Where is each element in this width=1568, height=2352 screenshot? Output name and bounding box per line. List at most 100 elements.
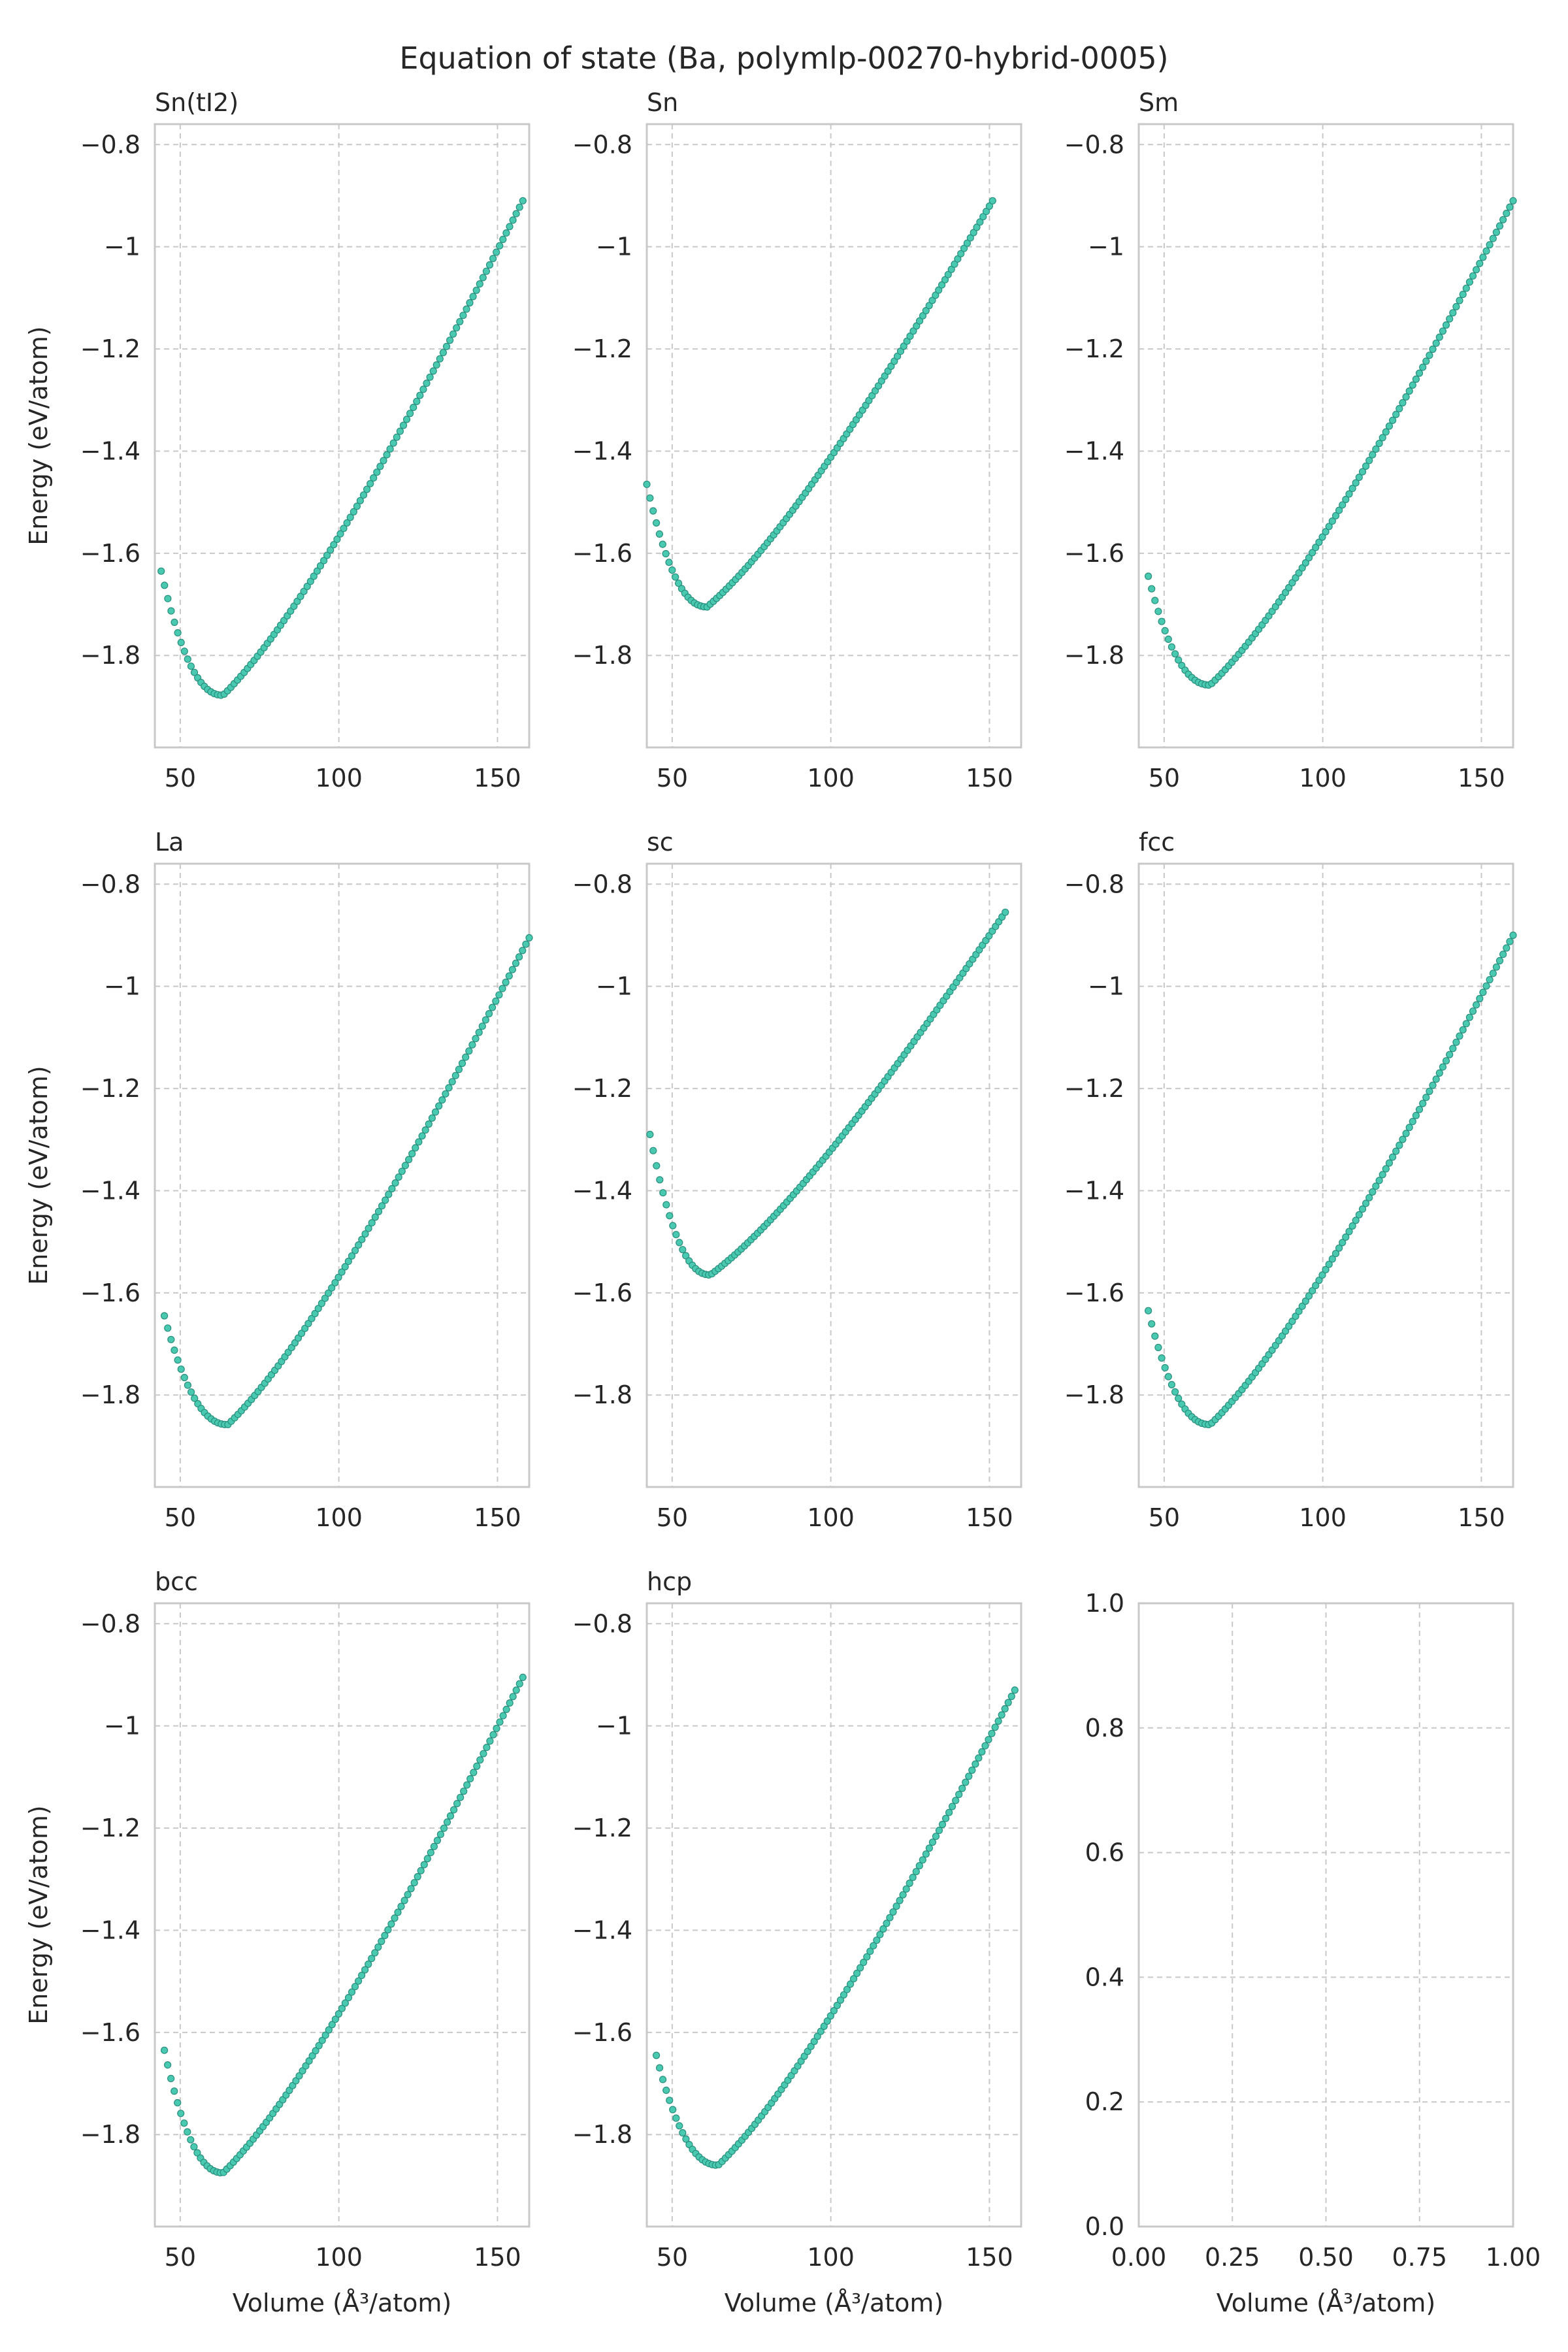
y-tick-label: 1.0: [1085, 1589, 1124, 1618]
data-point: [1369, 1188, 1377, 1196]
data-point: [389, 439, 397, 447]
data-point: [975, 1754, 983, 1762]
data-point: [676, 2122, 683, 2130]
data-point: [804, 2048, 811, 2055]
data-point: [522, 940, 530, 948]
data-point: [1495, 222, 1504, 230]
data-point: [643, 480, 651, 488]
data-point: [406, 410, 414, 417]
data-point: [314, 1305, 322, 1313]
data-point: [1382, 428, 1390, 436]
data-point: [359, 491, 368, 499]
data-point: [446, 1812, 455, 1820]
data-point: [1322, 1266, 1330, 1274]
data-point: [1489, 970, 1497, 977]
x-tick-label: 150: [1458, 1503, 1505, 1532]
data-point: [414, 1872, 421, 1881]
data-point: [1315, 1277, 1323, 1284]
data-point: [493, 248, 500, 256]
data-point: [325, 1289, 333, 1297]
data-point: [341, 1263, 349, 1271]
data-point: [1405, 1124, 1413, 1132]
axes-frame: [1137, 862, 1514, 1488]
y-tick-label: −1: [596, 1712, 632, 1740]
data-point: [318, 2036, 326, 2044]
data-point: [866, 1948, 874, 1955]
data-point: [1429, 345, 1437, 353]
data-point: [1312, 544, 1320, 551]
data-point: [417, 1867, 425, 1874]
data-point: [161, 581, 169, 589]
data-point: [1379, 434, 1386, 442]
data-point: [328, 2021, 336, 2029]
data-point: [883, 1919, 890, 1927]
data-point: [509, 216, 517, 224]
data-point: [184, 2128, 191, 2136]
data-point: [299, 2067, 306, 2075]
y-tick-label: −1.4: [1064, 1176, 1124, 1205]
data-point: [1301, 559, 1310, 567]
data-point: [928, 1838, 937, 1846]
data-point: [456, 1793, 465, 1801]
data-point: [306, 578, 314, 585]
data-point: [1151, 596, 1159, 604]
data-point: [846, 1980, 855, 1988]
data-point: [502, 229, 510, 237]
data-point: [404, 1156, 413, 1164]
data-point: [938, 281, 946, 289]
data-point: [665, 559, 673, 566]
axes-frame: [1137, 123, 1514, 749]
data-point: [391, 1914, 399, 1922]
data-point: [1446, 1051, 1454, 1058]
data-point: [1396, 404, 1403, 413]
data-point: [1422, 1094, 1430, 1102]
data-point: [935, 286, 943, 294]
data-point: [1442, 1057, 1450, 1065]
y-tick-label: −1.8: [1064, 641, 1124, 670]
x-tick-label: 50: [1149, 764, 1180, 792]
data-point: [1476, 259, 1484, 267]
data-point: [1295, 1307, 1303, 1315]
data-point: [652, 2051, 661, 2059]
data-point: [415, 1138, 423, 1146]
data-point: [384, 1926, 392, 1934]
data-point: [167, 2074, 175, 2082]
data-point: [1426, 351, 1433, 359]
data-point: [1499, 951, 1507, 958]
data-point: [469, 293, 477, 301]
data-point: [449, 1806, 458, 1814]
data-point: [157, 567, 165, 575]
data-point: [353, 502, 361, 510]
data-point: [1415, 369, 1424, 377]
data-point: [909, 1874, 917, 1882]
y-tick-label: −1.4: [572, 436, 632, 465]
data-point: [1449, 1045, 1457, 1053]
data-point: [682, 1252, 690, 1260]
data-point: [1509, 931, 1517, 939]
panel-sm: 50 100 150 −0.8 −1 −1.2 −1.4 −1.6 −1.8 Sm: [1064, 88, 1517, 792]
data-point: [1164, 635, 1172, 644]
data-point: [348, 1988, 356, 1996]
data-point: [649, 507, 657, 515]
panel-title: Sm: [1139, 88, 1179, 117]
data-series: [161, 934, 533, 1428]
data-point: [177, 638, 185, 647]
data-point: [190, 668, 199, 676]
panel-title: Sn: [647, 88, 678, 117]
data-point: [188, 1388, 195, 1396]
data-point: [312, 2047, 319, 2055]
data-point: [823, 2017, 831, 2025]
data-point: [1362, 462, 1370, 470]
data-point: [1339, 501, 1347, 509]
data-point: [1281, 1327, 1290, 1335]
y-tick-label: −0.8: [80, 870, 140, 898]
data-point: [1385, 422, 1393, 430]
data-point: [397, 1903, 405, 1910]
data-point: [988, 197, 996, 204]
data-point: [1322, 528, 1330, 536]
data-point: [475, 1028, 483, 1036]
data-point: [817, 2027, 825, 2035]
y-tick-label: −1.2: [80, 1074, 140, 1103]
y-tick-label: −1.8: [80, 2120, 140, 2149]
data-point: [313, 567, 321, 575]
